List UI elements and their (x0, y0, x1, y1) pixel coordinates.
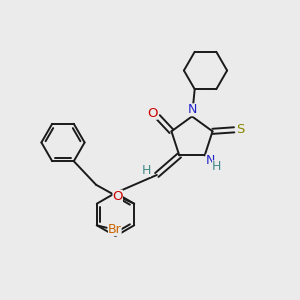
Text: H: H (212, 160, 221, 173)
Text: H: H (142, 164, 151, 177)
Text: Br: Br (108, 223, 122, 236)
Text: S: S (237, 123, 245, 136)
Text: N: N (187, 103, 197, 116)
Text: O: O (112, 190, 123, 203)
Text: N: N (206, 154, 215, 167)
Text: O: O (147, 107, 158, 120)
